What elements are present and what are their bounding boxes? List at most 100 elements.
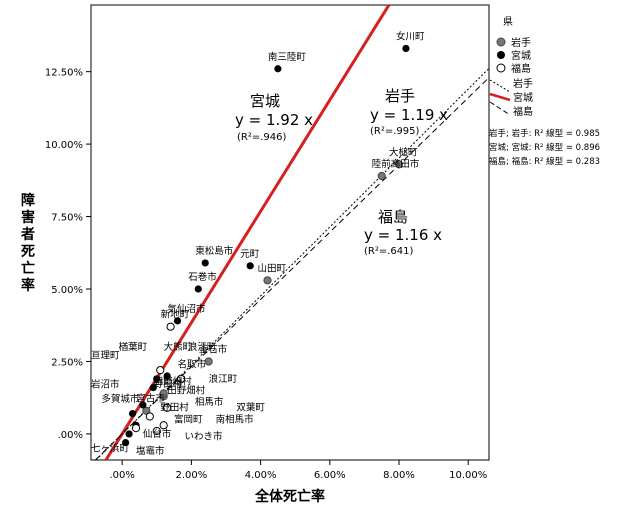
point-label: 仙台市 — [143, 428, 172, 440]
plot-area — [90, 4, 490, 461]
point-label: 相馬市 — [195, 396, 224, 408]
point-label: 大槌町 — [389, 146, 418, 158]
point-label: 田野畑村 — [167, 384, 206, 396]
miyagi-fit-r2: (R²=.946) — [237, 132, 287, 143]
data-point — [125, 430, 133, 438]
legend-marker-iwate — [496, 37, 506, 47]
y-axis-title: 障害者死亡率 — [20, 192, 35, 294]
iwate-fit-r2: (R²=.995) — [370, 126, 420, 137]
miyagi-fit-label: 宮城 — [250, 92, 280, 110]
point-label: 新地町 — [161, 309, 190, 321]
legend-line-fukushima — [489, 101, 511, 116]
point-label: 山田町 — [258, 263, 287, 274]
point-label: 宮古市 — [136, 393, 165, 405]
iwate-fit-label: 岩手 — [385, 87, 415, 105]
legend-label-iwate: 岩手 — [511, 36, 531, 49]
data-point — [246, 262, 254, 270]
point-label: 浪江町 — [209, 373, 238, 385]
point-label: 塩竈市 — [136, 445, 165, 457]
iwate-fit-equation: y = 1.19 x — [370, 106, 448, 124]
point-label: 南三陸町 — [268, 51, 307, 63]
y-tick-label: 10.00% — [45, 140, 83, 151]
x-tick-label: 6.00% — [314, 470, 346, 481]
fukushima-fit-label: 福島 — [378, 208, 408, 226]
legend-label-miyagi: 宮城 — [511, 49, 531, 62]
data-point — [194, 285, 202, 293]
data-point — [139, 401, 147, 409]
data-point — [377, 171, 386, 181]
data-point — [163, 403, 172, 412]
y-axis-title-char: 害 — [21, 209, 35, 226]
y-tick-label: 7.50% — [51, 213, 83, 224]
legend-label-fukushima: 福島 — [511, 62, 531, 75]
legend-line-label-fukushima: 福島 — [513, 105, 533, 118]
point-label: 大熊町 — [164, 341, 193, 353]
point-label: 陸前高田市 — [372, 158, 420, 170]
y-axis-title-char: 者 — [21, 227, 35, 243]
y-tick-label: 12.50% — [45, 68, 83, 79]
x-tick-label: 8.00% — [383, 470, 415, 481]
point-label: 女川町 — [396, 30, 425, 42]
data-point — [149, 383, 157, 392]
point-label: 田野畑村 — [154, 375, 193, 387]
fukushima-fit-equation: y = 1.16 x — [364, 226, 442, 244]
point-label: 双葉町 — [236, 402, 265, 414]
point-label: 富岡町 — [174, 413, 203, 425]
legend-title: 県 — [503, 16, 513, 28]
legend-r2-iwate: 岩手; 岩手: R² 線型 = 0.985 — [489, 128, 600, 139]
legend-line-iwate — [489, 79, 511, 93]
point-label: 浪江町 — [188, 341, 217, 353]
x-axis-title: 全体死亡率 — [254, 488, 325, 505]
data-point — [145, 412, 154, 421]
legend-r2-miyagi: 宮城; 宮城: R² 線型 = 0.896 — [489, 142, 600, 153]
data-point — [122, 439, 130, 447]
point-label: 石巻市 — [188, 271, 217, 283]
point-label: 七ヶ浜町 — [91, 443, 130, 454]
data-point — [152, 426, 161, 436]
x-tick-label: 4.00% — [245, 470, 277, 481]
point-label: 野田村 — [154, 378, 183, 390]
data-point — [274, 65, 282, 73]
data-point — [394, 160, 404, 169]
legend-r2-fukushima: 福島; 福島: R² 線型 = 0.283 — [489, 156, 600, 167]
data-point — [163, 372, 171, 380]
miyagi-fit-equation: y = 1.92 x — [235, 111, 313, 129]
x-tick-label: 2.00% — [175, 470, 207, 481]
point-label: いわき市 — [184, 431, 223, 443]
y-axis-title-char: 率 — [21, 277, 35, 294]
data-point — [159, 389, 168, 398]
legend-line-label-miyagi: 宮城 — [513, 91, 533, 104]
data-point — [128, 410, 137, 418]
data-points — [122, 44, 410, 447]
x-tick-label: .00% — [109, 470, 134, 481]
x-tick-label: 10.00% — [449, 470, 487, 481]
data-point — [166, 322, 175, 331]
point-label: 釜石市 — [199, 343, 228, 355]
data-point — [402, 44, 410, 53]
point-label: 気仙沼市 — [168, 303, 207, 315]
data-point — [156, 366, 165, 375]
legend-marker-fukushima — [496, 63, 506, 73]
data-point — [263, 276, 272, 285]
point-label: 元町 — [240, 249, 260, 260]
point-label: 岩沼市 — [91, 379, 120, 391]
legend: 県 岩手 宮城 福島 岩手 宮城 福島 岩手; 岩手: R² 線型 = 0.98… — [489, 16, 600, 167]
point-label: 名取市 — [178, 358, 207, 370]
x-axis-ticks: .00% 2.00% 4.00% 6.00% 8.00% 10.00% — [109, 460, 487, 481]
legend-marker-miyagi — [497, 51, 505, 59]
point-label: 楢葉町 — [119, 341, 148, 353]
data-point — [153, 375, 161, 383]
data-point — [176, 374, 186, 383]
y-axis-title-char: 死 — [20, 244, 35, 260]
y-tick-label: 5.00% — [51, 285, 83, 296]
data-point — [173, 317, 182, 325]
y-axis-title-char: 障 — [21, 192, 35, 209]
y-axis-title-char: 亡 — [21, 260, 35, 277]
point-label: 亘理町 — [91, 351, 120, 362]
fukushima-fit-r2: (R²=.641) — [364, 246, 414, 257]
y-axis-ticks: .00% 2.50% 5.00% 7.50% 10.00% 12.50% — [45, 68, 91, 441]
data-point — [159, 421, 168, 430]
point-label: 多賀城市 — [101, 393, 140, 405]
